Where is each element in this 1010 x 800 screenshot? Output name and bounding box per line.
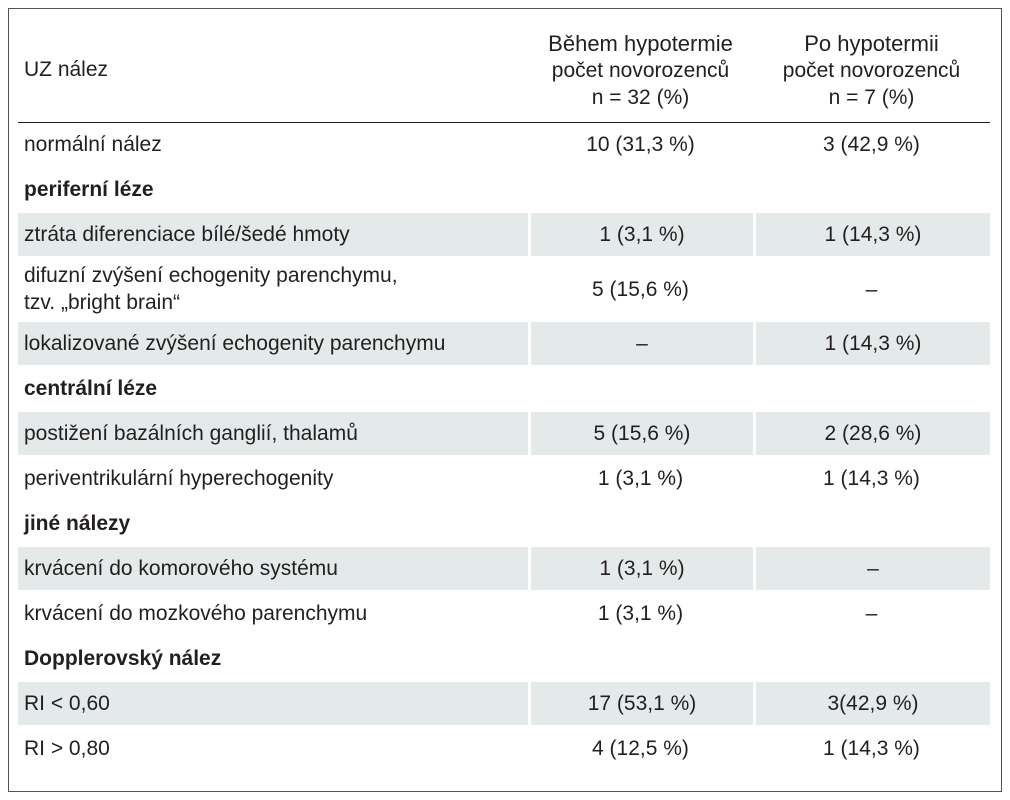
- table-row: lokalizované zvýšení echogenity parenchy…: [18, 322, 990, 367]
- row-label-line2: tzv. „bright brain“: [24, 291, 180, 314]
- section-label: centrální léze: [18, 367, 990, 412]
- row-label: krvácení do komorového systému: [18, 547, 528, 592]
- section-label: Dopplerovský nález: [18, 637, 990, 682]
- row-label-line1: difuzní zvýšení echogenity parenchymu,: [24, 264, 398, 287]
- table-row: ztráta diferenciace bílé/šedé hmoty 1 (3,…: [18, 213, 990, 258]
- value-after-hypothermia: –: [753, 547, 990, 592]
- value-after-hypothermia: 2 (28,6 %): [753, 412, 990, 457]
- section-row: jiné nálezy: [18, 502, 990, 547]
- header-row: UZ nález Během hypotermie počet novoroze…: [18, 18, 990, 123]
- row-label: lokalizované zvýšení echogenity parenchy…: [18, 322, 528, 367]
- row-label: RI > 0,80: [18, 727, 528, 772]
- row-label: ztráta diferenciace bílé/šedé hmoty: [18, 213, 528, 258]
- row-label: postižení bazálních ganglií, thalamů: [18, 412, 528, 457]
- value-after-hypothermia: 3 (42,9 %): [753, 123, 990, 168]
- section-row: Dopplerovský nález: [18, 637, 990, 682]
- header-uz-nalez: UZ nález: [18, 18, 528, 123]
- value-after-hypothermia: 1 (14,3 %): [753, 727, 990, 772]
- section-label: jiné nálezy: [18, 502, 990, 547]
- header-during-hypothermia: Během hypotermie počet novorozenců n = 3…: [528, 18, 753, 123]
- value-during-hypothermia: 1 (3,1 %): [528, 547, 753, 592]
- value-after-hypothermia: 1 (14,3 %): [753, 322, 990, 367]
- table-row: RI < 0,60 17 (53,1 %) 3(42,9 %): [18, 682, 990, 727]
- table-row: postižení bazálních ganglií, thalamů 5 (1…: [18, 412, 990, 457]
- findings-table: UZ nález Během hypotermie počet novoroze…: [18, 18, 990, 772]
- value-during-hypothermia: 10 (31,3 %): [528, 123, 753, 168]
- value-during-hypothermia: 4 (12,5 %): [528, 727, 753, 772]
- table-row: krvácení do mozkového parenchymu 1 (3,1 %…: [18, 592, 990, 637]
- header-after-hypothermia: Po hypotermii počet novorozenců n = 7 (%…: [753, 18, 990, 123]
- header-during-n: n = 32 (%): [591, 85, 690, 109]
- row-label: normální nález: [18, 123, 528, 168]
- table-row: krvácení do komorového systému 1 (3,1 %) –: [18, 547, 990, 592]
- value-during-hypothermia: 5 (15,6 %): [528, 258, 753, 322]
- table-row: difuzní zvýšení echogenity parenchymu, tz…: [18, 258, 990, 322]
- value-after-hypothermia: 1 (14,3 %): [753, 457, 990, 502]
- row-label: periventrikulární hyperechogenity: [18, 457, 528, 502]
- table-row: RI > 0,80 4 (12,5 %) 1 (14,3 %): [18, 727, 990, 772]
- header-after-n: n = 7 (%): [828, 85, 915, 109]
- value-during-hypothermia: –: [528, 322, 753, 367]
- header-after-subtitle: počet novorozenců: [782, 58, 961, 82]
- value-during-hypothermia: 1 (3,1 %): [528, 592, 753, 637]
- row-label: krvácení do mozkového parenchymu: [18, 592, 528, 637]
- header-after-title: Po hypotermii: [804, 30, 939, 56]
- value-during-hypothermia: 1 (3,1 %): [528, 213, 753, 258]
- table-frame: [8, 8, 1002, 792]
- table-row: normální nález 10 (31,3 %) 3 (42,9 %): [18, 123, 990, 168]
- section-label: periferní léze: [18, 168, 990, 213]
- value-during-hypothermia: 17 (53,1 %): [528, 682, 753, 727]
- value-after-hypothermia: –: [753, 258, 990, 322]
- value-after-hypothermia: 3(42,9 %): [753, 682, 990, 727]
- header-during-subtitle: počet novorozenců: [551, 58, 730, 82]
- table-body: normální nález 10 (31,3 %) 3 (42,9 %) perif…: [18, 123, 990, 772]
- section-row: periferní léze: [18, 168, 990, 213]
- value-during-hypothermia: 1 (3,1 %): [528, 457, 753, 502]
- row-label: difuzní zvýšení echogenity parenchymu, tz…: [18, 258, 528, 322]
- section-row: centrální léze: [18, 367, 990, 412]
- value-during-hypothermia: 5 (15,6 %): [528, 412, 753, 457]
- value-after-hypothermia: 1 (14,3 %): [753, 213, 990, 258]
- value-after-hypothermia: –: [753, 592, 990, 637]
- header-during-title: Během hypotermie: [548, 30, 733, 56]
- table-row: periventrikulární hyperechogenity 1 (3,1 …: [18, 457, 990, 502]
- row-label: RI < 0,60: [18, 682, 528, 727]
